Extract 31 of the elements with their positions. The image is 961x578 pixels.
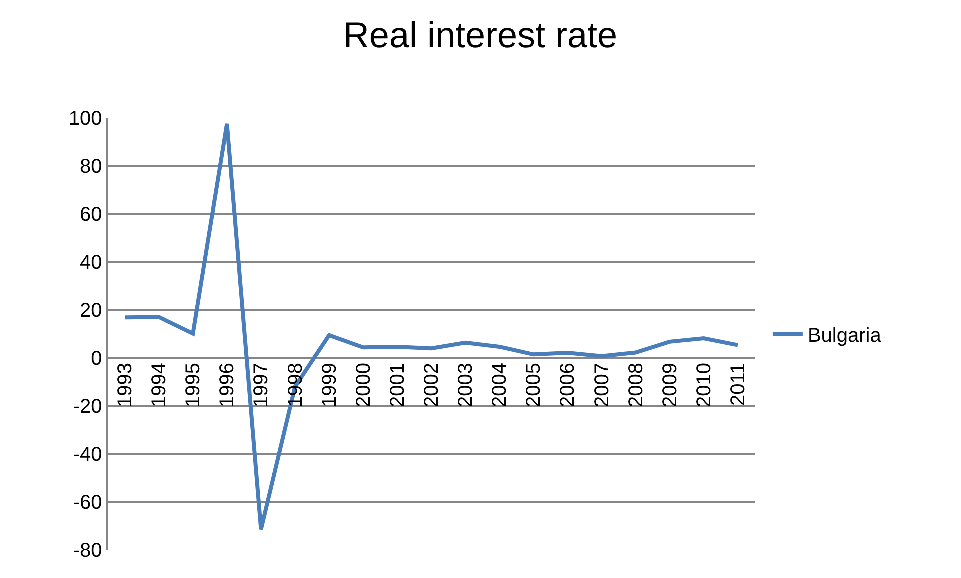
x-tick-label: 2005: [523, 363, 546, 408]
x-tick-label: 2000: [352, 363, 375, 408]
y-tick-label: 0: [91, 348, 102, 370]
x-tick-label: 2011: [727, 363, 750, 406]
x-tick-label: 2008: [625, 363, 648, 408]
x-tick-label: 2006: [557, 363, 580, 408]
x-tick-label: 2004: [489, 363, 512, 408]
x-tick-label: 1999: [318, 363, 341, 408]
chart-title: Real interest rate: [343, 14, 618, 56]
x-tick-label: 2001: [386, 363, 409, 408]
y-tick-label: 40: [80, 252, 102, 274]
x-tick-label: 1994: [148, 363, 171, 408]
x-tick-label: 1998: [284, 363, 307, 408]
y-tick-label: -80: [73, 540, 102, 562]
y-tick-label: -40: [73, 444, 102, 466]
x-tick-label: 1993: [114, 363, 137, 408]
x-tick-label: 1996: [216, 363, 239, 408]
y-tick-label: 20: [80, 300, 102, 322]
y-tick-label: 100: [68, 108, 102, 130]
x-tick-label: 2003: [455, 363, 478, 408]
y-tick-label: -60: [73, 492, 102, 514]
y-tick-label: 80: [80, 156, 102, 178]
x-tick-label: 2010: [693, 363, 716, 408]
x-tick-label: 2009: [659, 363, 682, 408]
x-tick-label: 2002: [421, 363, 443, 408]
legend-label: Bulgaria: [808, 324, 882, 347]
x-tick-label: 1995: [182, 363, 205, 408]
x-tick-label: 2007: [591, 363, 614, 408]
y-tick-label: -20: [73, 396, 102, 418]
y-tick-label: 60: [80, 204, 102, 226]
x-tick-label: 1997: [250, 363, 273, 408]
